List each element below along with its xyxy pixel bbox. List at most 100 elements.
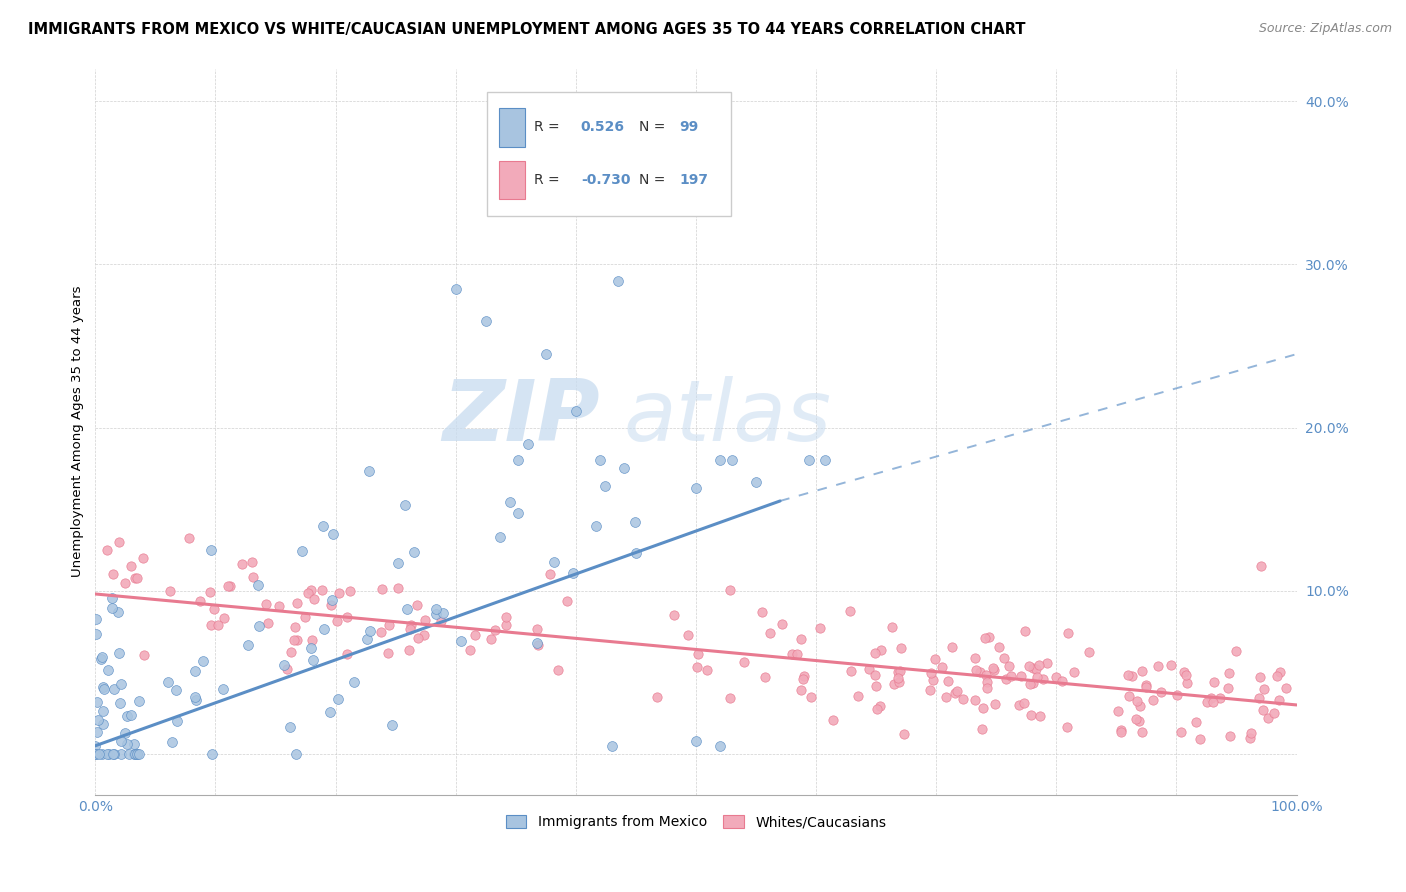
Point [606, 274, 628, 288]
Point [124, 737, 146, 751]
Point [207, 618, 229, 632]
Point [993, 651, 1015, 665]
Point [444, 282, 467, 296]
Point [318, 705, 340, 719]
Point [882, 620, 904, 634]
Point [103, 747, 125, 761]
Point [276, 662, 298, 676]
Point [120, 707, 142, 722]
Point [302, 591, 325, 606]
Point [508, 506, 530, 520]
Point [1253, 681, 1275, 696]
Point [1166, 688, 1188, 702]
Point [273, 658, 295, 673]
Point [924, 652, 946, 666]
Point [100, 600, 122, 615]
Point [96, 543, 118, 558]
Point [1249, 691, 1271, 706]
Point [302, 653, 325, 667]
Point [1130, 664, 1153, 678]
Point [613, 461, 636, 475]
Point [156, 675, 179, 690]
Point [97, 747, 120, 761]
Point [973, 631, 995, 645]
Point [118, 747, 141, 761]
Point [1063, 665, 1085, 679]
Point [370, 625, 392, 640]
Point [1077, 645, 1099, 659]
Point [166, 682, 188, 697]
Point [394, 499, 416, 513]
Point [863, 647, 886, 661]
Point [1263, 706, 1285, 720]
Point [1128, 698, 1150, 713]
Point [399, 623, 422, 637]
Point [91, 680, 114, 694]
Point [280, 645, 302, 659]
Point [562, 566, 585, 581]
Point [399, 618, 422, 632]
Point [1109, 723, 1132, 737]
Point [922, 673, 945, 688]
Point [238, 639, 260, 653]
Point [86, 612, 108, 626]
Point [662, 608, 685, 623]
Point [506, 453, 529, 467]
Point [793, 669, 815, 683]
Point [1050, 673, 1073, 688]
Point [1028, 657, 1050, 672]
Point [291, 544, 314, 558]
Point [1126, 694, 1149, 708]
Point [1056, 720, 1078, 734]
Point [1225, 644, 1247, 658]
Point [685, 481, 707, 495]
Point [200, 584, 222, 599]
Point [721, 453, 744, 467]
Point [676, 628, 699, 642]
Point [865, 679, 887, 693]
Point [479, 632, 502, 646]
Text: IMMIGRANTS FROM MEXICO VS WHITE/CAUCASIAN UNEMPLOYMENT AMONG AGES 35 TO 44 YEARS: IMMIGRANTS FROM MEXICO VS WHITE/CAUCASIA… [28, 22, 1025, 37]
Point [935, 690, 957, 704]
Point [86, 724, 108, 739]
Point [122, 747, 145, 761]
Point [429, 615, 451, 629]
Point [526, 622, 548, 636]
Point [1218, 665, 1240, 680]
Point [1142, 693, 1164, 707]
Point [1218, 681, 1240, 695]
Point [1014, 624, 1036, 638]
Point [889, 664, 911, 678]
Point [1118, 689, 1140, 703]
Point [886, 671, 908, 685]
Point [858, 662, 880, 676]
Point [398, 642, 420, 657]
Point [1257, 711, 1279, 725]
Point [1008, 698, 1031, 712]
Point [284, 747, 307, 761]
Point [120, 559, 142, 574]
Point [101, 747, 124, 761]
Text: ZIP: ZIP [443, 376, 600, 458]
Point [114, 726, 136, 740]
Point [624, 515, 647, 529]
Point [474, 314, 496, 328]
Point [709, 453, 731, 467]
Point [1130, 725, 1153, 739]
Point [526, 636, 548, 650]
Point [311, 583, 333, 598]
Point [125, 747, 148, 761]
Point [184, 690, 207, 705]
Point [1109, 724, 1132, 739]
Point [869, 643, 891, 657]
Point [212, 681, 235, 696]
Point [751, 606, 773, 620]
Point [240, 555, 263, 569]
Point [177, 531, 200, 545]
Point [839, 664, 862, 678]
Point [200, 617, 222, 632]
Point [1014, 696, 1036, 710]
Point [406, 631, 429, 645]
Point [547, 663, 569, 677]
Point [866, 702, 889, 716]
